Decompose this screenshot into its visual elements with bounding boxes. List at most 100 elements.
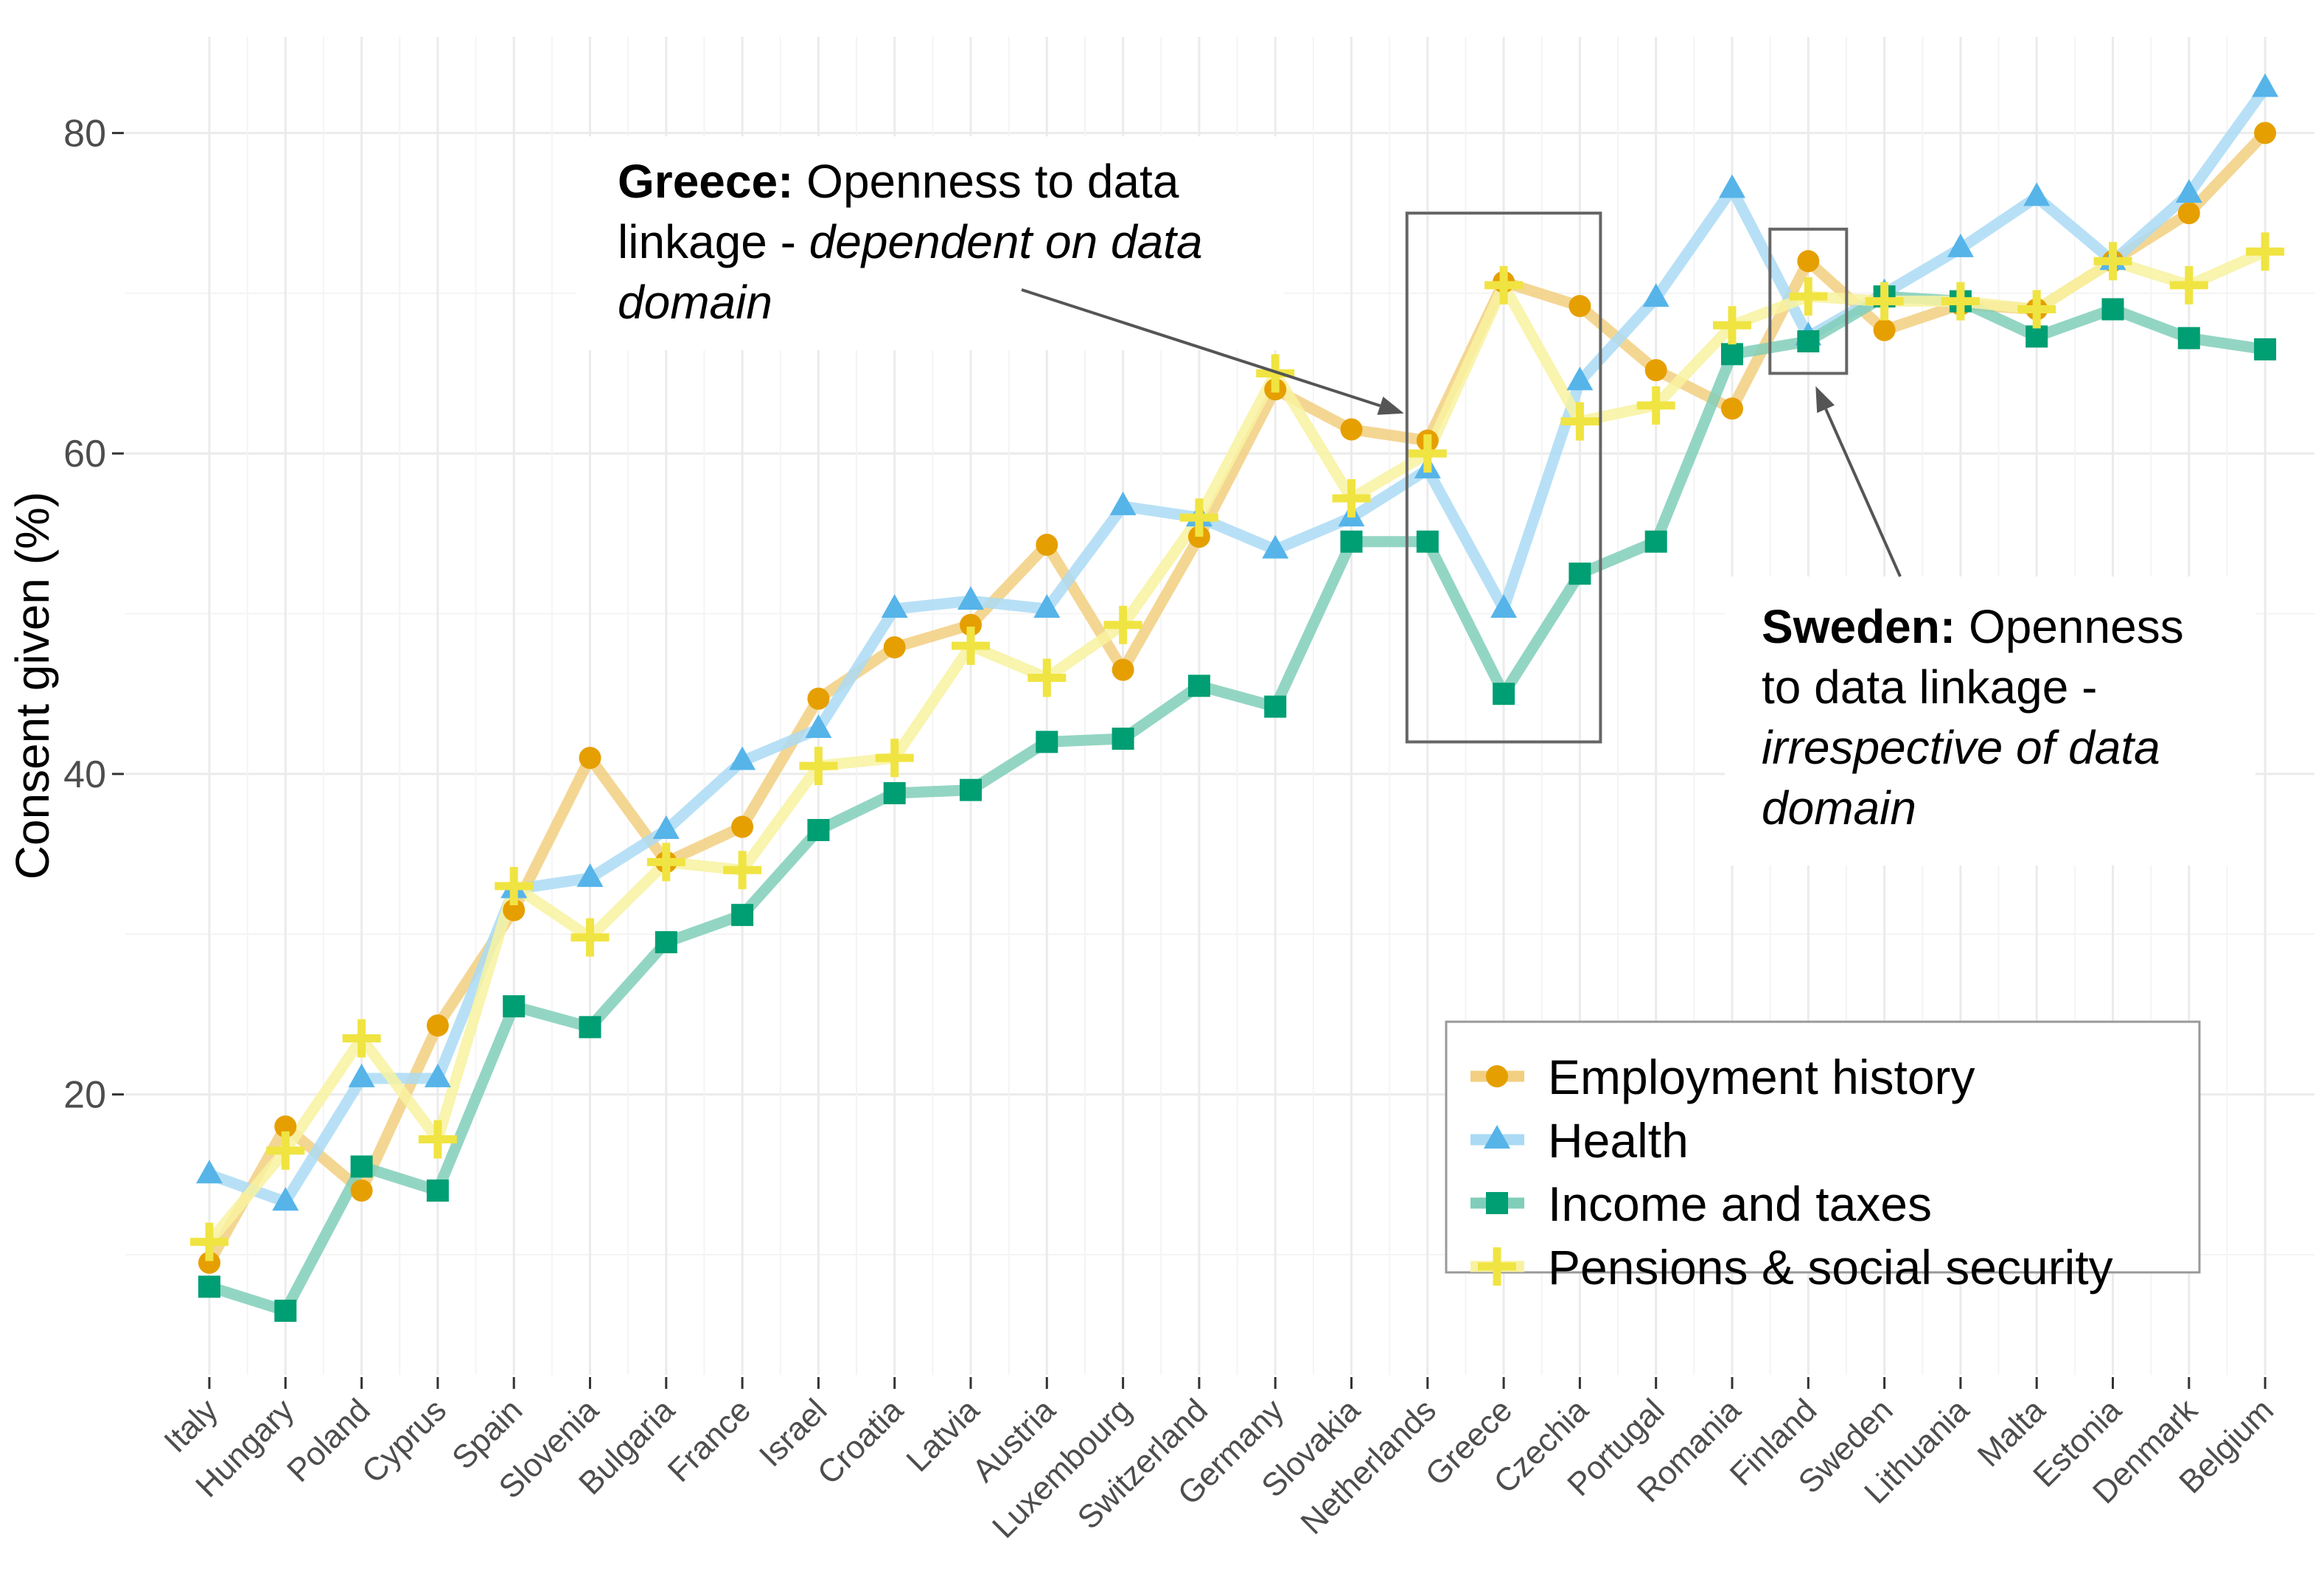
point-pensions-social-security-slovenia: [570, 918, 610, 957]
legend-box: [1445, 1020, 2201, 1274]
point-employment-history-france: [731, 815, 754, 838]
x-tick-label-cyprus: Cyprus: [355, 1392, 453, 1490]
sweden-annotation-line4: domain: [1762, 781, 1916, 834]
point-health-luxembourg: [1109, 491, 1137, 515]
point-pensions-social-security-finland: [1789, 277, 1828, 316]
point-income-and-taxes-latvia: [960, 778, 982, 801]
point-pensions-social-security-croatia: [875, 739, 914, 778]
greece-annotation-bg: [576, 136, 1284, 350]
point-health-austria: [1033, 593, 1061, 618]
greece-highlight-box: [1405, 212, 1602, 744]
point-income-and-taxes-netherlands: [1416, 530, 1439, 553]
point-income-and-taxes-romania: [1721, 343, 1743, 366]
point-income-and-taxes-cyprus: [426, 1179, 449, 1202]
sweden-annotation-bg: [1725, 576, 2255, 865]
point-employment-history-romania: [1721, 397, 1743, 420]
point-employment-history-belgium: [2254, 122, 2277, 144]
point-employment-history-slovenia: [579, 747, 601, 770]
point-employment-history-portugal: [1644, 359, 1667, 382]
point-employment-history-luxembourg: [1112, 658, 1134, 681]
sweden-annotation-text: Sweden: Openness to data linkage - irres…: [1762, 600, 2196, 834]
y-tick-label-20: 20: [63, 1074, 106, 1117]
point-pensions-social-security-italy: [190, 1222, 228, 1261]
point-employment-history-slovakia: [1340, 418, 1363, 441]
point-health-israel: [805, 714, 832, 739]
sweden-annotation-line2: to data linkage -: [1762, 661, 2097, 714]
point-employment-history-cyprus: [426, 1014, 449, 1037]
legend-marker-health: [1484, 1125, 1510, 1149]
point-income-and-taxes-france: [731, 904, 754, 927]
point-income-and-taxes-austria: [1036, 731, 1058, 753]
y-axis-ticks: 20 40 60 80: [63, 112, 124, 1117]
point-employment-history-finland: [1797, 250, 1820, 273]
point-income-and-taxes-czechia: [1568, 562, 1591, 585]
point-health-italy: [196, 1160, 223, 1184]
point-pensions-social-security-latvia: [952, 626, 990, 665]
point-income-and-taxes-belgium: [2254, 338, 2277, 360]
point-pensions-social-security-malta: [2017, 290, 2056, 329]
point-health-czechia: [1566, 366, 1594, 391]
point-income-and-taxes-switzerland: [1187, 675, 1210, 697]
point-pensions-social-security-portugal: [1636, 386, 1675, 425]
point-health-croatia: [881, 593, 908, 618]
legend-label-health: Health: [1548, 1113, 1689, 1168]
point-pensions-social-security-poland: [342, 1019, 381, 1058]
point-pensions-social-security-spain: [495, 867, 534, 906]
series-line-employment-history: [203, 127, 2271, 1269]
point-pensions-social-security-luxembourg: [1103, 605, 1142, 644]
point-employment-history-czechia: [1568, 295, 1591, 318]
point-employment-history-poland: [350, 1179, 373, 1202]
series-markers: [190, 73, 2285, 1323]
greece-annotation-line3: domain: [618, 276, 772, 329]
point-pensions-social-security-cyprus: [418, 1120, 457, 1159]
sweden-annotation-line3: irrespective of data: [1762, 721, 2160, 774]
point-health-belgium: [2252, 73, 2279, 97]
x-tick-label-italy: Italy: [157, 1392, 225, 1460]
point-pensions-social-security-france: [723, 851, 762, 890]
series-lines: [203, 83, 2271, 1317]
point-income-and-taxes-luxembourg: [1112, 728, 1134, 750]
x-tick-label-poland: Poland: [280, 1392, 377, 1489]
point-pensions-social-security-switzerland: [1179, 498, 1218, 537]
greece-annotation-bold: Greece:: [618, 155, 793, 208]
y-tick-label-80: 80: [63, 112, 106, 155]
y-tick-label-60: 60: [63, 433, 106, 475]
point-income-and-taxes-israel: [807, 818, 830, 841]
point-income-and-taxes-portugal: [1644, 530, 1667, 553]
point-health-slovenia: [576, 863, 604, 888]
y-tick-label-40: 40: [63, 753, 106, 796]
point-income-and-taxes-bulgaria: [655, 931, 677, 954]
point-employment-history-sweden: [1873, 318, 1896, 341]
point-income-and-taxes-denmark: [2177, 327, 2200, 349]
sweden-annotation-bold: Sweden:: [1762, 600, 1955, 653]
point-pensions-social-security-estonia: [2093, 242, 2132, 281]
point-pensions-social-security-lithuania: [1941, 282, 1980, 321]
point-pensions-social-security-germany: [1256, 354, 1295, 393]
greece-arrow-line: [1021, 288, 1381, 408]
point-employment-history-hungary: [274, 1115, 297, 1138]
legend: Employment history Health Income and taxes…: [1470, 1050, 2113, 1294]
legend-marker-pensions-social-security: [1478, 1247, 1516, 1286]
series-line-health: [203, 83, 2271, 1208]
greece-annotation-text: Greece: Openness to data linkage - depen…: [618, 155, 1215, 329]
point-income-and-taxes-hungary: [274, 1300, 297, 1323]
series-markers-income-and-taxes: [198, 285, 2277, 1323]
legend-label-employment-history: Employment history: [1548, 1050, 1975, 1104]
point-income-and-taxes-poland: [350, 1155, 373, 1178]
point-employment-history-switzerland: [1187, 526, 1210, 548]
greece-annotation-line2: linkage -: [618, 215, 809, 268]
point-health-bulgaria: [652, 815, 680, 839]
point-pensions-social-security-bulgaria: [646, 843, 685, 882]
point-pensions-social-security-czechia: [1560, 402, 1599, 441]
legend-marker-income-and-taxes: [1486, 1192, 1508, 1214]
point-employment-history-austria: [1036, 534, 1058, 557]
point-health-greece: [1490, 593, 1518, 618]
point-income-and-taxes-finland: [1797, 330, 1820, 352]
sweden-annotation-plain: Openness: [1955, 600, 2184, 653]
point-employment-history-denmark: [2177, 202, 2200, 225]
point-pensions-social-security-sweden: [1865, 282, 1904, 321]
point-pensions-social-security-greece: [1484, 265, 1524, 304]
greece-annotation-line2-italic: dependent on data: [809, 215, 1203, 268]
point-pensions-social-security-netherlands: [1408, 434, 1447, 473]
